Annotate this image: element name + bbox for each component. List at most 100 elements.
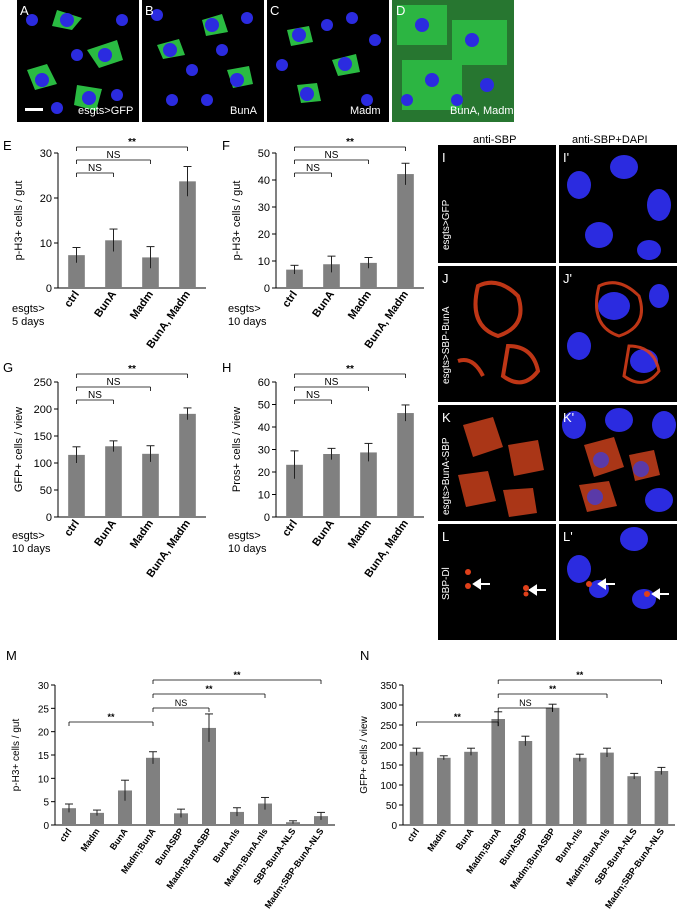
chart-m: 0 5 10 15 20 25 30 p-H3+ cells / gut ctrl Madm Bun… bbox=[0, 655, 345, 920]
y-axis-label: p-H3+ cells / gut bbox=[11, 719, 22, 792]
sig-label: NS bbox=[519, 698, 532, 708]
chart-svg: 0 10 20 30 40 50 p-H3+ cells / gut ctrl BunA Madm… bbox=[231, 137, 424, 351]
sig-label: ** bbox=[233, 670, 241, 680]
panel-letter-f: F bbox=[222, 138, 230, 153]
y-tick-label: 20 bbox=[258, 467, 270, 479]
chart-n: 0 50 100 150 200 250 300 350 GFP+ cells / view ct… bbox=[348, 655, 685, 920]
y-tick-label: 350 bbox=[380, 681, 397, 692]
panel-letter-l: L bbox=[442, 529, 450, 544]
panel-a-image bbox=[17, 0, 139, 122]
bar bbox=[174, 813, 188, 825]
category-label: ctrl bbox=[57, 826, 73, 843]
category-label: Madm bbox=[128, 289, 156, 322]
panel-j-image bbox=[438, 266, 556, 402]
y-tick-label: 40 bbox=[258, 422, 270, 434]
bar bbox=[314, 816, 328, 825]
sig-label: NS bbox=[325, 150, 339, 161]
sig-label: ** bbox=[346, 364, 354, 375]
panel-i-prime-image bbox=[559, 145, 677, 263]
panel-letter-h: H bbox=[222, 360, 232, 375]
category-label: BunA bbox=[108, 826, 130, 852]
bar bbox=[437, 757, 451, 825]
panel-l-image bbox=[438, 524, 556, 640]
chart-svg: 0 5 10 15 20 25 30 p-H3+ cells / gut ctrl Madm Bun… bbox=[11, 670, 335, 910]
y-axis-label: Pros+ cells / view bbox=[231, 407, 243, 492]
y-tick-label: 10 bbox=[40, 238, 52, 250]
y-axis-label: GFP+ cells / view bbox=[13, 407, 25, 492]
panel-d-image bbox=[392, 0, 514, 122]
panel-caption-c: Madm bbox=[350, 105, 381, 117]
panel-c-image bbox=[267, 0, 389, 122]
y-tick-label: 50 bbox=[258, 400, 270, 412]
panel-letter-a: A bbox=[20, 3, 29, 18]
y-tick-label: 0 bbox=[264, 283, 270, 295]
bar bbox=[545, 707, 560, 825]
panel-b-image bbox=[142, 0, 264, 122]
y-tick-label: 40 bbox=[258, 175, 270, 187]
y-tick-label: 20 bbox=[258, 229, 270, 241]
category-label: Madm bbox=[346, 289, 374, 322]
bar bbox=[179, 413, 196, 517]
bar bbox=[464, 751, 478, 825]
category-label: BunA bbox=[92, 518, 119, 549]
bar bbox=[600, 752, 614, 825]
chart-h: 0 10 20 30 40 50 60 Pros+ cells / view ctrl BunA M… bbox=[218, 362, 433, 612]
y-tick-label: 250 bbox=[380, 721, 397, 732]
panel-letter-l-prime: L' bbox=[563, 529, 573, 544]
bar bbox=[627, 776, 641, 825]
bar bbox=[62, 808, 76, 825]
y-tick-label: 0 bbox=[264, 512, 270, 524]
y-tick-label: 150 bbox=[380, 761, 397, 772]
sig-label: NS bbox=[306, 163, 320, 174]
category-label: Madm bbox=[425, 826, 448, 853]
y-tick-label: 10 bbox=[38, 774, 50, 785]
bar bbox=[323, 454, 340, 517]
bar bbox=[397, 174, 414, 288]
bar bbox=[146, 757, 160, 825]
bar bbox=[360, 262, 377, 288]
bar bbox=[230, 811, 244, 825]
category-label: ctrl bbox=[280, 518, 300, 539]
panel-letter-i: I bbox=[442, 150, 446, 165]
panel-k-image bbox=[438, 405, 556, 521]
panel-k-prime-image bbox=[559, 405, 677, 521]
col-header-anti-sbp: anti-SBP bbox=[473, 134, 517, 146]
bar bbox=[518, 741, 533, 825]
panel-l-prime-image bbox=[559, 524, 677, 640]
panel-caption-d: BunA, Madm bbox=[450, 105, 514, 117]
panel-letter-j-prime: J' bbox=[563, 271, 572, 286]
category-label: BunA.nls bbox=[211, 826, 242, 864]
sig-label: ** bbox=[454, 712, 462, 722]
y-tick-label: 50 bbox=[40, 485, 52, 497]
bar bbox=[491, 719, 505, 825]
sig-label: NS bbox=[88, 163, 102, 174]
y-tick-label: 250 bbox=[34, 377, 52, 389]
y-tick-label: 100 bbox=[380, 781, 397, 792]
bar bbox=[409, 751, 424, 825]
y-tick-label: 0 bbox=[46, 512, 52, 524]
y-tick-label: 30 bbox=[258, 445, 270, 457]
chart-f: 0 10 20 30 40 50 p-H3+ cells / gut ctrl BunA Madm… bbox=[218, 135, 433, 375]
sig-label: ** bbox=[346, 137, 354, 148]
category-label: Madm bbox=[128, 518, 156, 551]
category-label: Madm bbox=[346, 518, 374, 551]
bar bbox=[68, 454, 85, 517]
sig-label: NS bbox=[88, 390, 102, 401]
sig-label: NS bbox=[306, 390, 320, 401]
sig-label: ** bbox=[549, 684, 557, 694]
panel-letter-b: B bbox=[145, 3, 154, 18]
y-tick-label: 20 bbox=[38, 728, 50, 739]
panel-letter-j: J bbox=[442, 271, 449, 286]
y-tick-label: 300 bbox=[380, 701, 397, 712]
sig-label: ** bbox=[128, 364, 136, 375]
bar bbox=[397, 413, 414, 517]
bar bbox=[68, 255, 85, 288]
y-tick-label: 50 bbox=[386, 801, 398, 812]
row-label-k: esgts>BunA-SBP bbox=[441, 437, 452, 515]
y-tick-label: 30 bbox=[38, 681, 50, 692]
chart-svg: 0 50 100 150 200 250 GFP+ cells / view ctrl BunA… bbox=[13, 364, 206, 580]
category-label: ctrl bbox=[62, 289, 82, 310]
category-label: ctrl bbox=[280, 289, 300, 310]
col-header-anti-sbp-dapi: anti-SBP+DAPI bbox=[572, 134, 648, 146]
